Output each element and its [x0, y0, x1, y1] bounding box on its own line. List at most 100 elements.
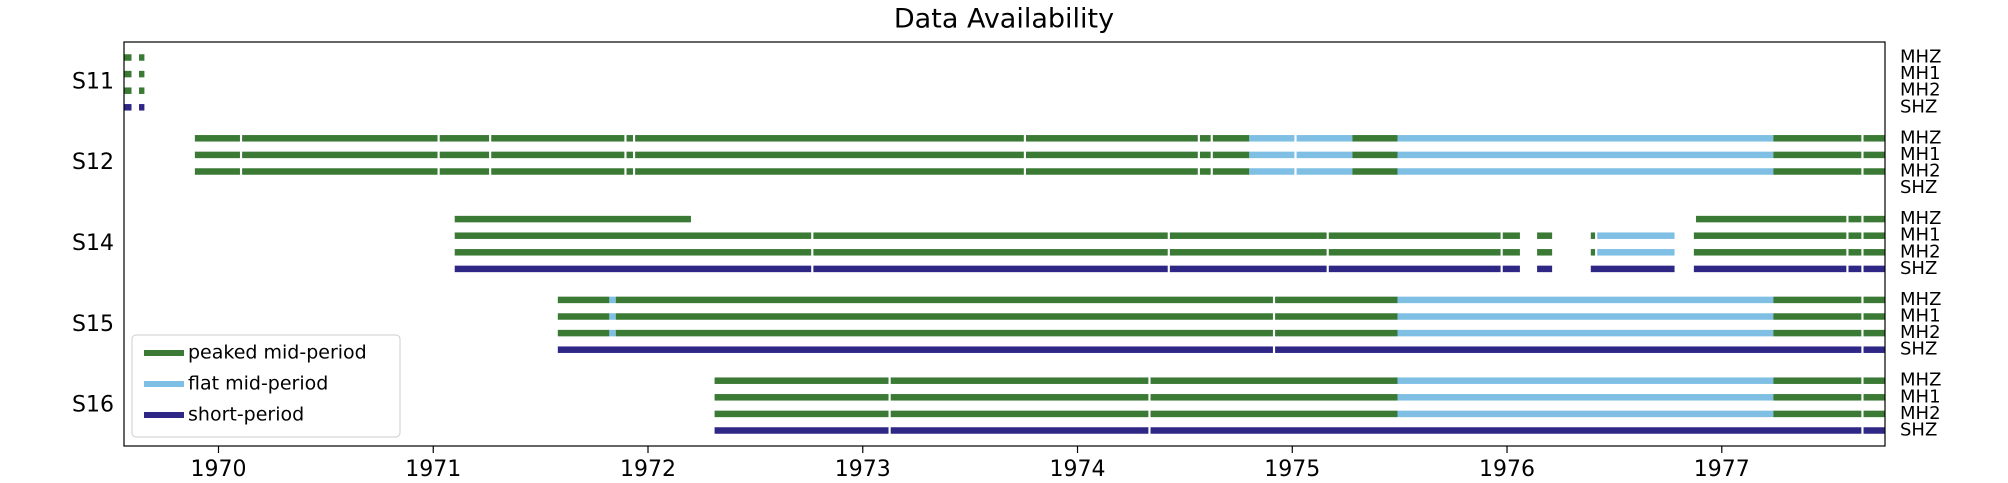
legend: peaked mid-period flat mid-period short-pe… — [131, 334, 401, 438]
x-tick-label: 1973 — [835, 457, 891, 482]
plot-frame — [123, 41, 1886, 447]
availability-bar — [124, 104, 132, 111]
availability-bar — [1397, 296, 1774, 304]
availability-bar — [1275, 313, 1398, 320]
availability-bar — [1590, 232, 1596, 239]
availability-bar — [1773, 151, 1862, 159]
availability-bar — [1863, 232, 1885, 239]
availability-bar — [439, 168, 490, 175]
availability-bar — [1848, 215, 1862, 223]
availability-bar — [1397, 410, 1774, 418]
availability-bar — [1352, 151, 1398, 159]
availability-bar — [1150, 410, 1398, 418]
availability-bar — [439, 135, 490, 142]
channel-label: MH2 — [1900, 80, 1941, 101]
station-label: S15 — [72, 312, 114, 337]
legend-label: short-period — [188, 404, 304, 426]
availability-bar — [1397, 329, 1774, 337]
availability-bar — [615, 313, 1273, 320]
availability-bar — [1693, 232, 1847, 239]
availability-bar — [139, 104, 145, 111]
availability-bar — [1328, 265, 1501, 273]
availability-bar — [1502, 249, 1520, 256]
availability-bar — [1863, 249, 1885, 256]
legend-label: peaked mid-period — [188, 342, 367, 364]
availability-bar — [1537, 249, 1553, 256]
availability-bar — [609, 329, 616, 337]
availability-bar — [1863, 410, 1885, 418]
availability-bar — [1275, 329, 1398, 337]
channel-label: MHZ — [1900, 370, 1941, 391]
channel-label: MHZ — [1900, 289, 1941, 310]
availability-bar — [890, 427, 1149, 434]
availability-bar — [194, 135, 240, 142]
availability-bar — [1863, 329, 1885, 337]
x-tick-label: 1974 — [1050, 457, 1106, 482]
availability-bar — [1328, 232, 1501, 239]
availability-bar — [1590, 249, 1596, 256]
channel-label: SHZ — [1900, 339, 1937, 360]
availability-bar — [1397, 135, 1774, 142]
availability-bar — [1848, 232, 1862, 239]
availability-bar — [1212, 135, 1250, 142]
availability-bar — [714, 427, 889, 434]
availability-bar — [890, 394, 1149, 401]
availability-bar — [1773, 377, 1862, 384]
availability-bar — [557, 313, 610, 320]
availability-bar — [1150, 427, 1862, 434]
availability-bar — [1693, 249, 1847, 256]
availability-bar — [615, 329, 1273, 337]
availability-bar — [1352, 168, 1398, 175]
availability-bar — [1199, 151, 1211, 159]
channel-label: MH1 — [1900, 306, 1941, 327]
availability-bar — [1848, 265, 1862, 273]
x-tick-label: 1972 — [620, 457, 676, 482]
availability-bar — [813, 249, 1168, 256]
availability-bar — [1502, 265, 1520, 273]
availability-bar — [1025, 168, 1198, 175]
availability-bar — [454, 265, 812, 273]
availability-bar — [242, 151, 438, 159]
availability-bar — [1169, 232, 1327, 239]
availability-bar — [1773, 135, 1862, 142]
availability-bar — [139, 70, 145, 78]
availability-bar — [1773, 329, 1862, 337]
availability-bar — [1863, 215, 1885, 223]
availability-bar — [1863, 168, 1885, 175]
availability-bar — [1397, 377, 1774, 384]
availability-bar — [1863, 265, 1885, 273]
availability-bar — [491, 135, 625, 142]
channel-label: MH2 — [1900, 322, 1941, 343]
availability-bar — [557, 346, 1273, 353]
availability-bar — [1397, 313, 1774, 320]
availability-bar — [1773, 394, 1862, 401]
availability-bar — [813, 265, 1168, 273]
availability-bar — [615, 296, 1273, 304]
channel-label: MH1 — [1900, 225, 1941, 246]
availability-bar — [1863, 377, 1885, 384]
availability-bar — [454, 249, 812, 256]
legend-label: flat mid-period — [188, 373, 328, 395]
availability-bar — [1199, 135, 1211, 142]
station-label: S14 — [72, 231, 114, 256]
x-tick-label: 1977 — [1694, 457, 1750, 482]
availability-bar — [139, 87, 145, 94]
availability-bar — [626, 168, 633, 175]
availability-bar — [609, 296, 616, 304]
availability-bar — [1502, 232, 1520, 239]
availability-bar — [1863, 135, 1885, 142]
availability-bar — [1693, 265, 1847, 273]
availability-bar — [1150, 394, 1398, 401]
availability-bar — [124, 54, 132, 61]
availability-bar — [635, 151, 1024, 159]
availability-bar — [1590, 265, 1675, 273]
channel-label: MHZ — [1900, 208, 1941, 229]
availability-bar — [1169, 265, 1327, 273]
station-label: S11 — [72, 69, 114, 94]
availability-bar — [1863, 313, 1885, 320]
availability-bar — [1863, 346, 1885, 353]
x-tick-label: 1971 — [405, 457, 461, 482]
availability-bar — [194, 168, 240, 175]
availability-bar — [454, 232, 812, 239]
